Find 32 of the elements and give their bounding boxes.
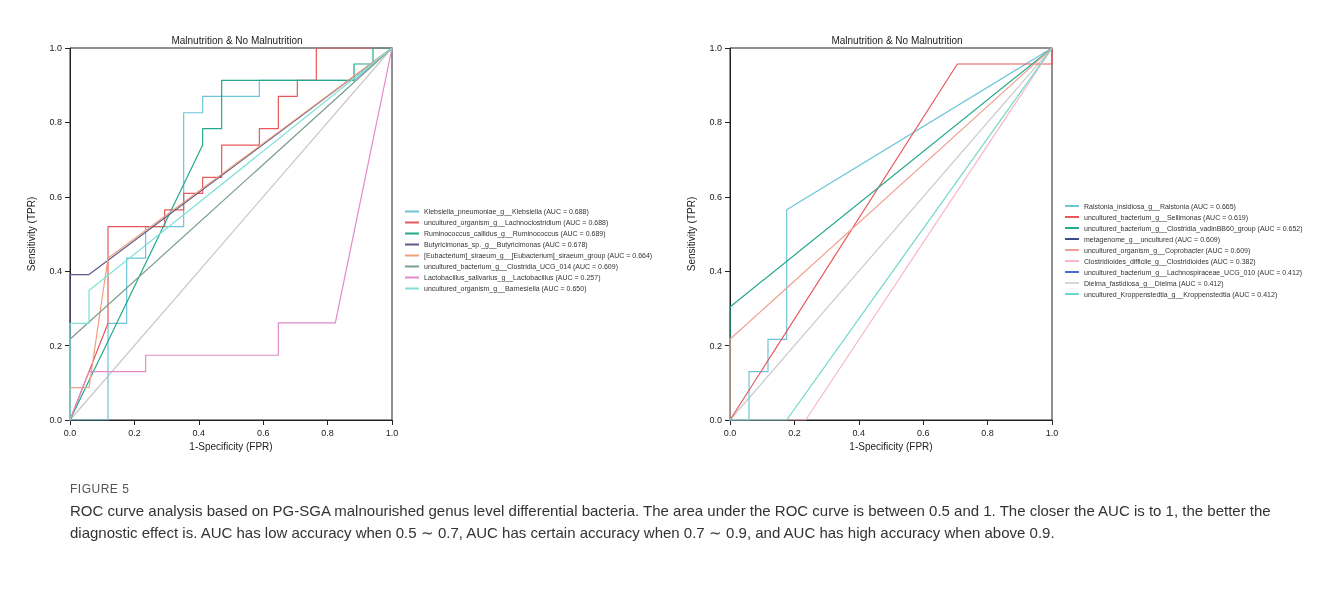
x-tick-label: 0.8 [321, 427, 334, 438]
x-axis-title: 1-Specificity (FPR) [189, 441, 273, 453]
x-tick-label: 1.0 [1045, 427, 1059, 438]
chart-title: Malnutrition & No Malnutrition [831, 34, 963, 46]
x-tick-label: 0.0 [63, 427, 77, 438]
x-tick-label: 0.2 [128, 427, 141, 438]
y-tick-label: 0.8 [709, 117, 722, 128]
caption: FIGURE 5 [70, 481, 131, 498]
y-axis-title: Sensitivity (TPR) [685, 196, 697, 272]
x-tick-label: 0.8 [981, 427, 994, 438]
y-tick-label: 0.8 [49, 117, 62, 128]
x-tick-label: 0.4 [852, 427, 866, 438]
y-tick-label: 0.4 [49, 266, 62, 277]
y-tick-label: 0.0 [709, 415, 722, 425]
x-tick-label: 0.4 [192, 427, 206, 438]
text: ROC curve analysis based on PG-SGA malnourished genus level differential bacteria. The area under the ROC curve is between 0.5 and 1. The closer the AUC is to 1, the better the diagnostic effect is. AUC has low accuracy when 0.5 ∼ 0.7, AUC has certain accuracy when 0.7 ∼ 0.9, and AUC has high accuracy when above 0.9. [70, 501, 1272, 543]
x-tick-label: 1.0 [385, 427, 399, 438]
y-tick-label: 1.0 [49, 43, 62, 53]
y-tick-label: 0.6 [709, 191, 722, 202]
x-tick-label: 0.0 [723, 427, 737, 438]
chart-title: Malnutrition & No Malnutrition [171, 34, 303, 46]
y-tick-label: 0.4 [709, 266, 722, 277]
x-tick-label: 0.6 [916, 427, 930, 438]
y-tick-label: 0.2 [49, 340, 62, 351]
y-tick-label: 0.2 [709, 340, 722, 351]
y-tick-label: 0.0 [49, 415, 62, 425]
y-axis-title: Sensitivity (TPR) [25, 196, 37, 272]
x-tick-label: 0.6 [256, 427, 270, 438]
x-tick-label: 0.2 [788, 427, 801, 438]
y-tick-label: 0.6 [49, 191, 62, 202]
y-tick-label: 1.0 [709, 43, 722, 53]
x-axis-title: 1-Specificity (FPR) [849, 441, 933, 453]
